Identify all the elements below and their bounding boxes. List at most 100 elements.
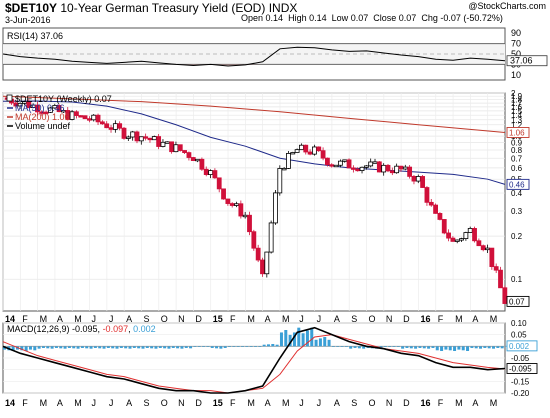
ma200-tag-text: 1.06 xyxy=(509,128,525,137)
macd-hist-bar xyxy=(158,346,162,348)
candle-down xyxy=(260,259,265,275)
macd-xlabel-18: J xyxy=(317,398,322,408)
candle-up xyxy=(264,251,270,275)
candle-down xyxy=(134,131,140,142)
macd-hist-bar xyxy=(344,346,348,347)
rsi-tick-90: 90 xyxy=(511,28,521,38)
candle-up xyxy=(173,144,179,153)
candle-up xyxy=(333,164,339,168)
candle-up xyxy=(151,136,157,141)
price-xlabel-19: A xyxy=(334,314,340,324)
candle-up xyxy=(48,107,53,113)
candle-up xyxy=(277,168,283,194)
symbol-description: 10-Year German Treasury Yield (EOD) xyxy=(60,1,266,15)
macd-hist-bar xyxy=(167,346,171,349)
candle-up xyxy=(138,136,144,142)
candle-up xyxy=(242,214,248,218)
price-tick-0.7: 0.7 xyxy=(511,154,523,163)
candle-down xyxy=(117,123,123,129)
candle-down xyxy=(446,232,451,239)
candle-down xyxy=(108,127,114,130)
macd-hist-bar xyxy=(98,346,102,349)
macd-hist-bar xyxy=(310,327,314,347)
macd-hist-bar xyxy=(85,346,89,349)
candle-down xyxy=(389,170,395,174)
price-xlabel-11: D xyxy=(195,314,202,324)
macd-hist-bar xyxy=(20,346,24,351)
candle-up xyxy=(463,232,469,240)
candle-up xyxy=(160,141,166,147)
candle-down xyxy=(56,105,62,113)
price-frame xyxy=(2,92,506,312)
candle-down xyxy=(143,136,149,139)
macd-hist-bar xyxy=(362,346,366,349)
macd-hist-bar xyxy=(210,346,214,348)
candle-down xyxy=(156,136,162,147)
price-xlabel-23: D xyxy=(403,314,410,324)
chg-value: -0.07 (-50.72%) xyxy=(440,13,503,23)
price-tick-0.3: 0.3 xyxy=(511,207,523,216)
macd-hist-bar xyxy=(24,346,28,351)
low-value: 0.07 xyxy=(350,13,369,23)
macd-hist-bar xyxy=(180,346,184,349)
macd-tick--0.15: -0.15 xyxy=(511,377,530,386)
price-xlabel-18: J xyxy=(317,314,322,324)
macd-hist-bar xyxy=(59,346,63,349)
candle-up xyxy=(402,166,408,170)
candle-down xyxy=(420,176,426,188)
candle-down xyxy=(177,144,183,151)
stockcharts-logo[interactable]: @StockCharts.com xyxy=(468,1,546,11)
macd-hist-bar xyxy=(245,346,249,347)
candle-down xyxy=(346,159,352,169)
macd-hist-bar xyxy=(37,346,41,349)
macd-hist-bar xyxy=(474,346,478,349)
macd-panel: 0.100.050.00-0.05-0.10-0.15-0.20MACD(12,… xyxy=(2,319,538,398)
macd-hist-bar xyxy=(176,346,180,349)
macd-hist-bar xyxy=(41,346,45,348)
rsi-label: RSI(14) 37.06 xyxy=(7,31,63,41)
macd-xlabel-6: J xyxy=(109,398,114,408)
price-xlabel-22: N xyxy=(386,314,393,324)
macd-hist-bar xyxy=(67,346,71,348)
candle-down xyxy=(78,115,84,118)
macd-hist-bar xyxy=(388,346,392,347)
macd-hist-bar xyxy=(50,346,54,349)
ma50-tag-text: 0.46 xyxy=(509,180,525,189)
macd-hist-bar xyxy=(444,346,448,350)
ohlc-readout: Open 0.14 High 0.14 Low 0.07 Close 0.07 … xyxy=(241,13,503,23)
macd-hist-bar xyxy=(80,346,84,348)
price-panel: 21.91.81.71.61.51.41.31.21.11.00.90.80.7… xyxy=(2,89,530,312)
macd-xlabel-5: J xyxy=(92,398,97,408)
price-tick-1.6: 1.6 xyxy=(511,103,523,112)
candle-down xyxy=(82,115,88,120)
candle-down xyxy=(199,158,205,170)
candle-up xyxy=(337,160,343,166)
candle-down xyxy=(182,150,187,154)
macd-tick-0.10: 0.10 xyxy=(511,319,527,328)
macd-hist-bar xyxy=(331,346,335,347)
candle-up xyxy=(208,170,213,175)
macd-hist-bar xyxy=(11,346,15,351)
candle-up xyxy=(415,176,421,182)
rsi-band xyxy=(3,43,505,65)
price-xlabel-0: 14 xyxy=(5,314,15,324)
macd-hist-bar xyxy=(219,346,223,349)
macd-hist-bar xyxy=(379,346,383,348)
price-legend-2: MA(200) 1.06 xyxy=(15,112,70,122)
macd-hist-bar xyxy=(292,332,296,347)
candle-down xyxy=(385,164,391,172)
candle-down xyxy=(251,231,257,249)
macd-hist-bar xyxy=(271,344,275,347)
open-value: 0.14 xyxy=(265,13,284,23)
macd-hist-bar xyxy=(102,346,106,349)
macd-label: MACD(12,26,9) -0.095, -0.097, 0.002 xyxy=(7,324,156,334)
candle-down xyxy=(147,137,153,141)
legend-swatch-0 xyxy=(6,94,13,102)
candle-up xyxy=(485,247,490,251)
macd-hist-bar xyxy=(119,346,123,348)
macd-hist-bar xyxy=(46,346,50,349)
rsi-value-tag xyxy=(506,55,548,67)
candle-down xyxy=(74,111,79,117)
close-label: Close xyxy=(373,13,397,23)
macd-hist-bar xyxy=(453,346,457,351)
